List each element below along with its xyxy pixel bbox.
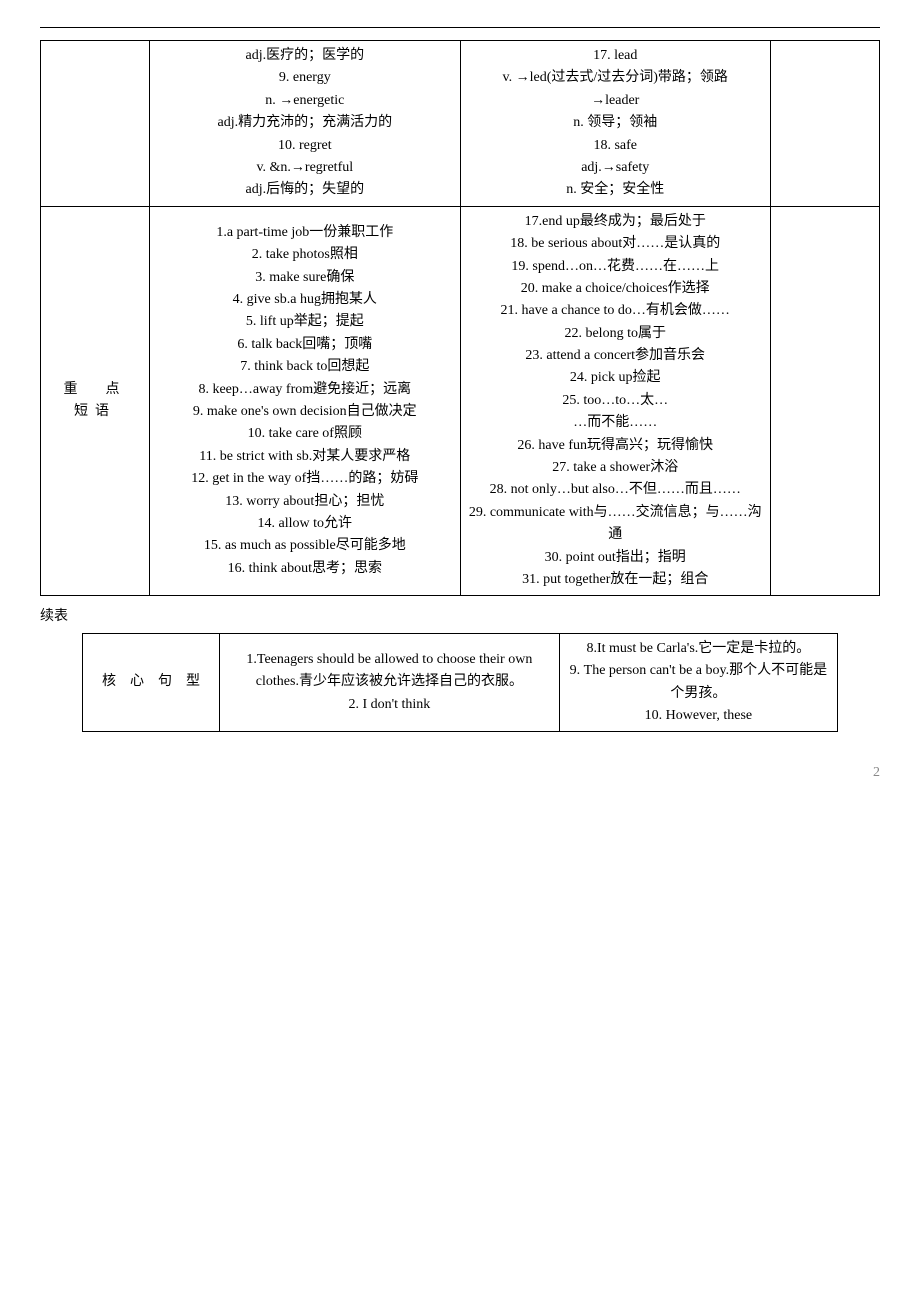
second-table: 核 心 句 型 1.Teenagers should be allowed to…	[82, 633, 838, 733]
phrase-mid-cell: 1.a part-time job一份兼职工作 2. take photos照相…	[150, 206, 460, 596]
phrase-label: 重 点 短语	[49, 379, 141, 424]
deriv-right-cell: 17. lead v. →led(过去式/过去分词)带路；领路 →leader …	[460, 41, 770, 207]
phrase-mid-text: 1.a part-time job一份兼职工作 2. take photos照相…	[158, 222, 451, 580]
sent-mid-cell: 1.Teenagers should be allowed to choose …	[220, 633, 560, 732]
sent-right-cell: 8.It must be Carla's.它一定是卡拉的。 9. The per…	[559, 633, 837, 732]
sent-right-text: 8.It must be Carla's.它一定是卡拉的。 9. The per…	[568, 638, 829, 728]
deriv-empty-cell	[770, 41, 879, 207]
main-table: adj.医疗的；医学的 9. energy n. →energetic adj.…	[40, 40, 880, 596]
deriv-label-cell	[41, 41, 150, 207]
phrase-right-text: 17.end up最终成为；最后处于 18. be serious about对…	[469, 211, 762, 592]
deriv-mid-cell: adj.医疗的；医学的 9. energy n. →energetic adj.…	[150, 41, 460, 207]
continue-label: 续表	[40, 606, 880, 628]
sent-label: 核 心 句 型	[91, 671, 211, 693]
sent-mid-text: 1.Teenagers should be allowed to choose …	[228, 649, 551, 716]
phrases-row: 重 点 短语 1.a part-time job一份兼职工作 2. take p…	[41, 206, 880, 596]
deriv-mid-text: adj.医疗的；医学的 9. energy n. →energetic adj.…	[158, 45, 451, 202]
phrase-empty-cell	[770, 206, 879, 596]
deriv-right-text: 17. lead v. →led(过去式/过去分词)带路；领路 →leader …	[469, 45, 762, 202]
phrase-right-cell: 17.end up最终成为；最后处于 18. be serious about对…	[460, 206, 770, 596]
sentences-row: 核 心 句 型 1.Teenagers should be allowed to…	[83, 633, 838, 732]
page-number: 2	[40, 762, 880, 784]
sent-label-cell: 核 心 句 型	[83, 633, 220, 732]
header-rule	[40, 27, 880, 28]
phrase-label-cell: 重 点 短语	[41, 206, 150, 596]
derivatives-row: adj.医疗的；医学的 9. energy n. →energetic adj.…	[41, 41, 880, 207]
